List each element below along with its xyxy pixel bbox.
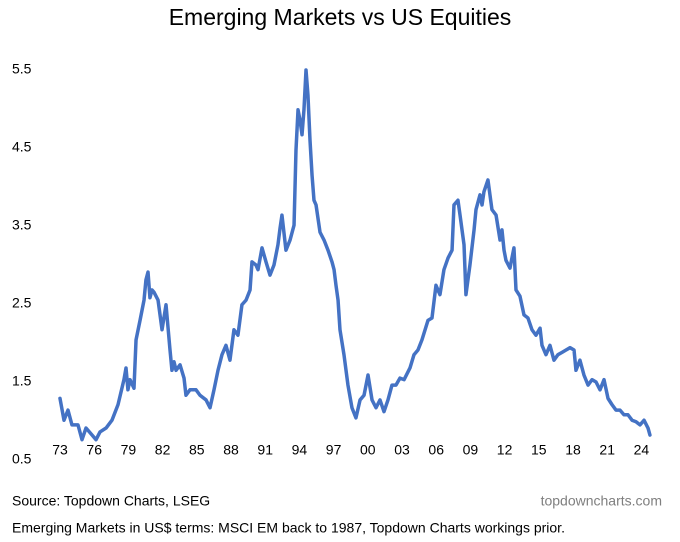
line [58,68,652,442]
x-tick-label: 03 [394,442,410,458]
x-tick-label: 06 [428,442,444,458]
x-tick-label: 88 [223,442,239,458]
y-tick-label: 5.5 [12,61,32,77]
x-tick-label: 79 [121,442,137,458]
y-tick-label: 1.5 [12,373,32,389]
x-tick-label: 09 [463,442,479,458]
credit: topdowncharts.com [541,493,662,509]
x-tick-label: 00 [360,442,376,458]
x-tick-label: 82 [155,442,171,458]
y-tick-label: 2.5 [12,295,32,311]
y-tick-label: 3.5 [12,217,32,233]
y-tick-label: 4.5 [12,139,32,155]
footnote: Emerging Markets in US$ terms: MSCI EM b… [12,520,565,536]
x-tick-label: 91 [257,442,273,458]
x-tick-label: 21 [599,442,615,458]
source: Source: Topdown Charts, LSEG [12,493,210,509]
x-tick-label: 85 [189,442,205,458]
chart-title: Emerging Markets vs US Equities [169,4,512,30]
x-tick-label: 97 [326,442,342,458]
x-tick-label: 76 [86,442,102,458]
x-tick-label: 73 [52,442,68,458]
y-tick-label: 0.5 [12,451,32,467]
x-tick-label: 15 [531,442,547,458]
x-tick-label: 12 [497,442,513,458]
x-tick-label: 18 [565,442,581,458]
x-tick-label: 94 [292,442,308,458]
x-tick-label: 24 [634,442,650,458]
